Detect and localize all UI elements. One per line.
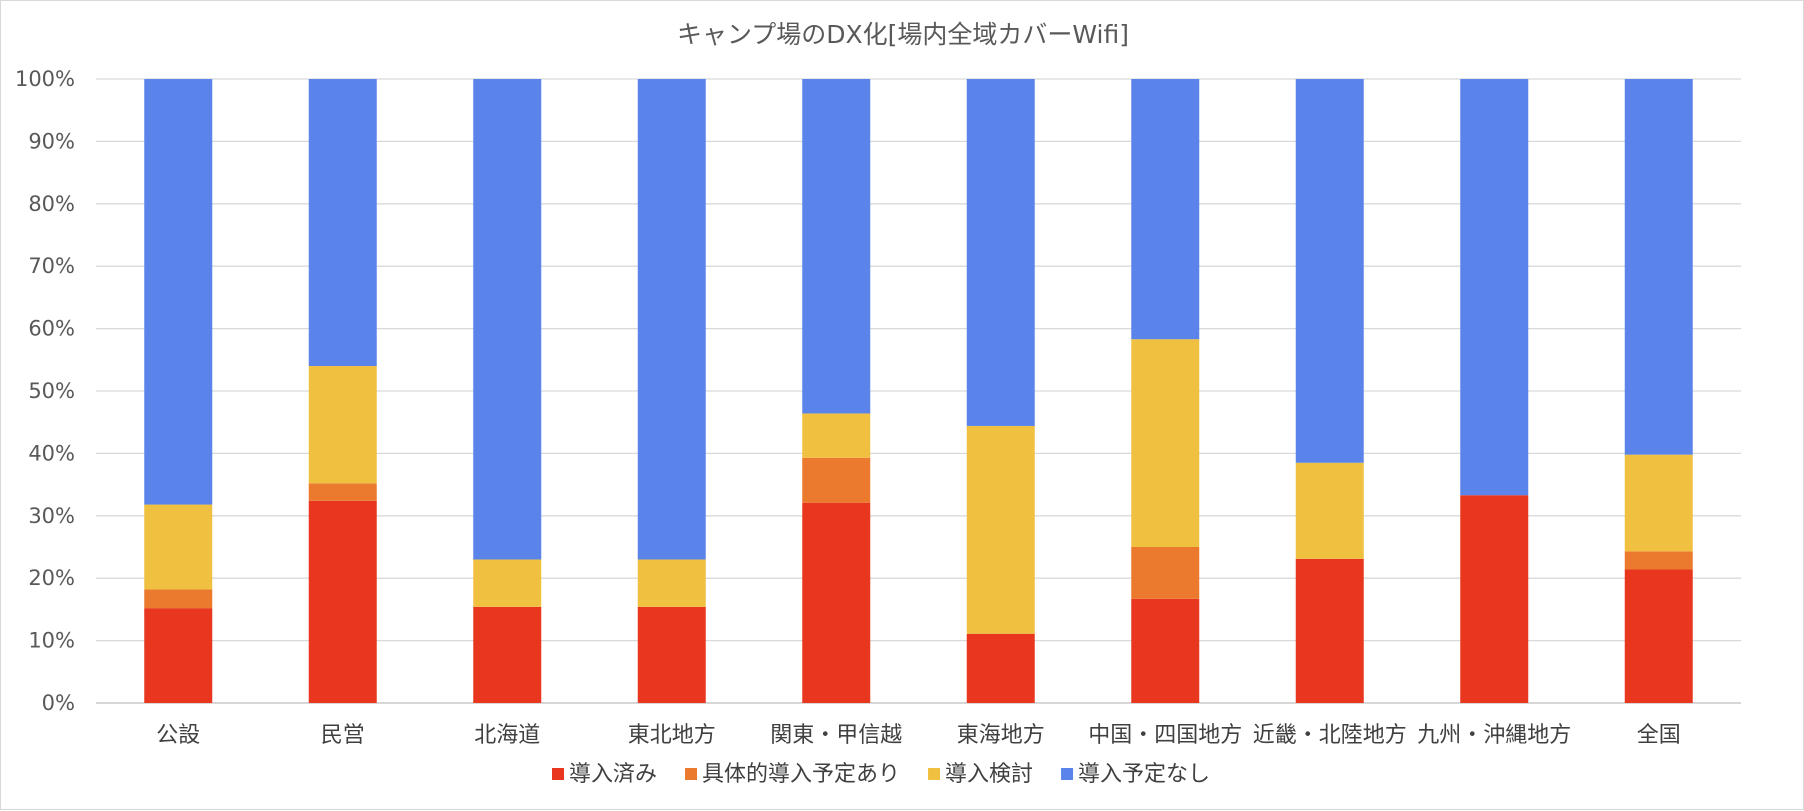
bar-segment — [1624, 454, 1693, 552]
bar-segment — [1460, 495, 1529, 703]
y-tick-label: 50% — [28, 379, 75, 403]
x-category-label: 公設 — [156, 723, 200, 748]
bar-segment — [637, 79, 706, 560]
bar-stack — [144, 79, 213, 703]
x-category-label: 全国 — [1637, 723, 1681, 748]
chart-title: キャンプ場のDX化[場内全域カバーWifi] — [677, 20, 1129, 49]
bar-segment — [308, 366, 377, 484]
y-tick-label: 10% — [28, 629, 75, 653]
bar-stack — [966, 79, 1035, 703]
bar-segment — [802, 79, 871, 414]
x-category-label: 東海地方 — [957, 723, 1045, 748]
bar-stack — [1624, 79, 1693, 703]
bar-stack — [473, 79, 542, 703]
y-tick-label: 40% — [28, 441, 75, 465]
bar-stack — [802, 79, 871, 703]
legend-swatch — [1061, 768, 1074, 780]
bar-stack — [1295, 79, 1364, 703]
legend-swatch — [685, 768, 698, 780]
y-tick-label: 20% — [28, 566, 75, 590]
bar-stack — [637, 79, 706, 703]
bar-segment — [1131, 547, 1200, 599]
legend-item: 具体的導入予定あり — [685, 762, 900, 787]
bar-segment — [1295, 79, 1364, 463]
y-tick-label: 0% — [42, 691, 75, 715]
bar-segment — [473, 606, 542, 703]
bar-segment — [144, 79, 213, 505]
bar-segment — [637, 559, 706, 607]
bar-segment — [308, 483, 377, 501]
y-tick-label: 100% — [15, 67, 75, 91]
x-category-label: 関東・甲信越 — [770, 723, 902, 748]
x-axis-labels: 公設 民営 北海道 東北地方 関東・甲信越 東海地方 中国・四国地方 近畿・北陸地方 九州・沖縄… — [156, 723, 1681, 748]
y-tick-label: 80% — [28, 192, 75, 216]
x-category-label: 東北地方 — [628, 723, 716, 748]
y-tick-label: 60% — [28, 317, 75, 341]
bar-segment — [966, 633, 1035, 703]
x-category-label: 北海道 — [474, 723, 540, 748]
bar-segment — [144, 608, 213, 703]
bar-segment — [1624, 569, 1693, 703]
bar-segment — [1295, 462, 1364, 559]
x-category-label: 民営 — [321, 723, 365, 748]
bar-segment — [1131, 598, 1200, 703]
bar-segment — [1131, 79, 1200, 340]
y-tick-label: 90% — [28, 129, 75, 153]
legend: 導入済み 具体的導入予定あり 導入検討 導入予定なし — [552, 762, 1210, 787]
legend-swatch — [928, 768, 941, 780]
legend-item: 導入予定なし — [1061, 762, 1210, 787]
bar-segment — [473, 79, 542, 560]
y-tick-label: 70% — [28, 254, 75, 278]
legend-swatch — [552, 768, 564, 780]
bar-segment — [1624, 79, 1693, 455]
legend-item: 導入済み — [552, 762, 657, 787]
legend-item: 導入検討 — [928, 762, 1033, 787]
bar-segment — [144, 589, 213, 609]
bar-stack — [1131, 79, 1200, 703]
bar-segment — [144, 504, 213, 590]
bar-segment — [1624, 551, 1693, 570]
bar-segment — [308, 79, 377, 367]
legend-label: 導入予定なし — [1078, 762, 1210, 787]
bar-segment — [966, 79, 1035, 426]
legend-label: 導入済み — [569, 762, 657, 787]
bar-segment — [1460, 79, 1529, 496]
bar-segment — [966, 425, 1035, 634]
bar-segment — [473, 559, 542, 607]
y-tick-label: 30% — [28, 504, 75, 528]
bar-segment — [802, 457, 871, 503]
y-axis-ticks: 0% 10% 20% 30% 40% 50% 60% 70% 80% 90% 100% — [15, 67, 75, 715]
bar-stack — [308, 79, 377, 703]
bar-stack — [1460, 79, 1529, 703]
bars — [144, 79, 1693, 703]
x-category-label: 中国・四国地方 — [1088, 723, 1242, 748]
legend-label: 導入検討 — [945, 762, 1033, 787]
bar-segment — [1295, 558, 1364, 703]
bar-segment — [1131, 339, 1200, 547]
bar-segment — [802, 502, 871, 703]
legend-label: 具体的導入予定あり — [702, 762, 900, 787]
bar-segment — [802, 413, 871, 458]
bar-segment — [308, 500, 377, 703]
bar-segment — [637, 606, 706, 703]
x-category-label: 九州・沖縄地方 — [1417, 723, 1571, 748]
x-category-label: 近畿・北陸地方 — [1253, 723, 1407, 748]
